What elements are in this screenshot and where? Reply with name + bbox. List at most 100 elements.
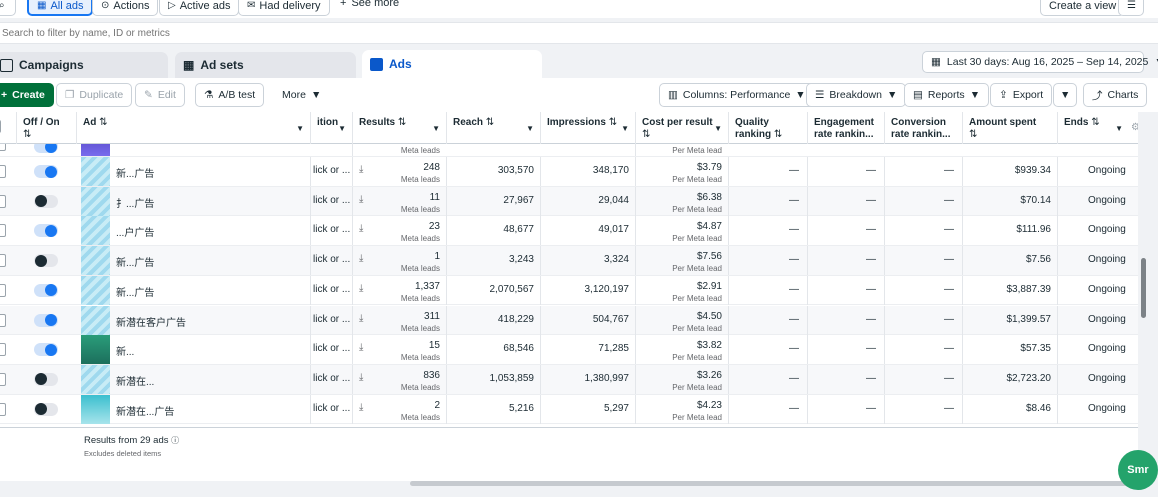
export-button[interactable]: ⇪ Export: [990, 83, 1053, 107]
ad-thumbnail[interactable]: [81, 144, 110, 156]
attribution-cell: lick or ...: [310, 275, 352, 305]
row-checkbox[interactable]: [0, 144, 6, 151]
row-checkbox[interactable]: [0, 372, 6, 386]
row-checkbox[interactable]: [0, 194, 6, 208]
ad-name-link[interactable]: 新...广告: [116, 287, 155, 299]
ad-name-link[interactable]: 新...广告: [116, 258, 155, 270]
row-checkbox[interactable]: [0, 343, 6, 357]
amount-spent-header[interactable]: Amount spent ⇅: [962, 112, 1057, 144]
ends-cell: Ongoing: [1057, 305, 1129, 335]
ad-thumbnail[interactable]: [81, 335, 110, 365]
ad-thumbnail[interactable]: [81, 275, 110, 305]
horizontal-scrollbar[interactable]: [410, 481, 1140, 486]
impressions-header[interactable]: Impressions ⇅ ▼: [540, 112, 635, 144]
all-ads-filter[interactable]: ▦ All ads: [27, 0, 94, 16]
had-delivery-filter[interactable]: ✉ Had delivery: [238, 0, 330, 16]
row-checkbox[interactable]: [0, 165, 6, 178]
reach-header[interactable]: Reach ⇅ ▼: [446, 112, 540, 144]
row-checkbox[interactable]: [0, 224, 6, 238]
ab-test-button[interactable]: ⚗ A/B test: [195, 83, 265, 107]
ad-name-link[interactable]: 新...: [116, 347, 135, 359]
row-checkbox[interactable]: [0, 283, 6, 297]
ad-thumbnail[interactable]: [81, 246, 110, 276]
row-toggle[interactable]: [34, 165, 58, 178]
caret-down-icon: ▼: [1115, 124, 1123, 133]
engagement-ranking-header[interactable]: Engagement rate rankin...: [807, 112, 884, 144]
charts-button[interactable]: ⤴ Charts: [1083, 83, 1148, 107]
chat-widget-button[interactable]: Smr: [1118, 450, 1158, 490]
ad-thumbnail[interactable]: [81, 394, 110, 424]
ends-cell: Ongoing: [1057, 364, 1129, 394]
ad-thumbnail[interactable]: [81, 157, 110, 186]
row-toggle[interactable]: [34, 254, 58, 268]
column-settings-icon[interactable]: ⚙: [1131, 122, 1138, 133]
reach-cell: 27,967: [446, 186, 540, 216]
filter-settings-button[interactable]: ☰: [1118, 0, 1144, 16]
ad-thumbnail[interactable]: [81, 305, 110, 335]
select-all-checkbox[interactable]: [0, 120, 1, 133]
ad-thumbnail[interactable]: [81, 186, 110, 216]
excludes-note: Excludes deleted items: [84, 449, 162, 458]
vertical-scrollbar[interactable]: [1141, 258, 1146, 318]
export-dropdown-button[interactable]: ▼: [1053, 83, 1077, 107]
sort-icon: ⇅: [485, 117, 495, 128]
ad-thumbnail[interactable]: [81, 216, 110, 246]
breakdown-button[interactable]: ☰ Breakdown ▼: [806, 83, 907, 107]
row-checkbox[interactable]: [0, 402, 6, 416]
search-toggle-button[interactable]: ⌕: [0, 0, 16, 16]
ad-thumbnail[interactable]: [81, 364, 110, 394]
row-toggle[interactable]: [34, 372, 58, 386]
tab-ads[interactable]: Ads: [362, 50, 542, 78]
ad-name-link[interactable]: 新...广告: [116, 169, 155, 180]
ad-name-link[interactable]: 新潜在...: [116, 376, 155, 388]
ends-cell: Ongoing: [1057, 394, 1129, 424]
tab-ad-sets[interactable]: ▦ Ad sets: [175, 52, 356, 78]
info-icon[interactable]: ⓘ: [171, 436, 180, 445]
reports-button[interactable]: ▤ Reports ▼: [904, 83, 990, 107]
results-cell: ⤓ 836 Meta leads: [352, 364, 446, 394]
actions-filter[interactable]: ⊙ Actions: [92, 0, 159, 16]
create-button[interactable]: + Create: [0, 83, 54, 107]
row-checkbox[interactable]: [0, 254, 6, 268]
engagement-ranking-cell: —: [807, 157, 884, 186]
see-more-button[interactable]: + See more: [340, 0, 399, 9]
row-toggle[interactable]: [34, 313, 58, 327]
ad-name-link[interactable]: ...户广告: [116, 228, 155, 240]
reach-cell: 1,053,859: [446, 364, 540, 394]
attribution-cell: lick or ...: [310, 305, 352, 335]
row-toggle[interactable]: [34, 144, 58, 153]
download-icon: ⤓: [359, 164, 364, 175]
row-toggle[interactable]: [34, 283, 58, 297]
row-checkbox[interactable]: [0, 313, 6, 327]
edit-button[interactable]: ✎ Edit: [135, 83, 185, 107]
ad-name-link[interactable]: 新潜在客户广告: [116, 317, 186, 329]
row-toggle[interactable]: [34, 224, 58, 238]
cost-per-result-cell: $6.38 Per Meta lead: [635, 186, 728, 216]
quality-ranking-header[interactable]: Quality ranking ⇅: [728, 112, 807, 144]
create-view-button[interactable]: Create a view: [1040, 0, 1126, 16]
off-on-header[interactable]: Off / On ⇅: [16, 112, 76, 144]
results-header[interactable]: Results ⇅ ▼: [352, 112, 446, 144]
more-button[interactable]: More ▼: [273, 83, 331, 107]
cost-per-result-header[interactable]: Cost per result ⇅ ▼: [635, 112, 728, 144]
tab-campaigns[interactable]: Campaigns: [0, 52, 168, 78]
conversion-ranking-header[interactable]: Conversion rate rankin...: [884, 112, 962, 144]
toggle-knob: [45, 165, 57, 178]
ad-name-link[interactable]: 扌...广告: [116, 198, 155, 210]
results-cell: ⤓ 2 Meta leads: [352, 394, 446, 424]
row-toggle[interactable]: [34, 194, 58, 208]
attribution-header[interactable]: ition ▼: [310, 112, 352, 144]
ends-header[interactable]: Ends ⇅ ▼: [1057, 112, 1129, 144]
ad-name-link[interactable]: 新潜在...广告: [116, 406, 175, 418]
amount-spent-cell: $111.96: [962, 216, 1057, 246]
columns-button[interactable]: ▥ Columns: Performance ▼: [659, 83, 815, 107]
date-range-picker[interactable]: ▦ Last 30 days: Aug 16, 2025 – Sep 14, 2…: [922, 51, 1158, 73]
amount-spent-cell: $1,399.57: [962, 305, 1057, 335]
duplicate-button[interactable]: ❐ Duplicate: [56, 83, 133, 107]
ad-header[interactable]: Ad ⇅ ▼: [76, 112, 310, 144]
search-input[interactable]: [0, 23, 400, 43]
row-toggle[interactable]: [34, 343, 58, 357]
cost-per-result-cell: $4.50 Per Meta lead: [635, 305, 728, 335]
row-toggle[interactable]: [34, 402, 58, 416]
active-ads-filter[interactable]: ▷ Active ads: [159, 0, 240, 16]
